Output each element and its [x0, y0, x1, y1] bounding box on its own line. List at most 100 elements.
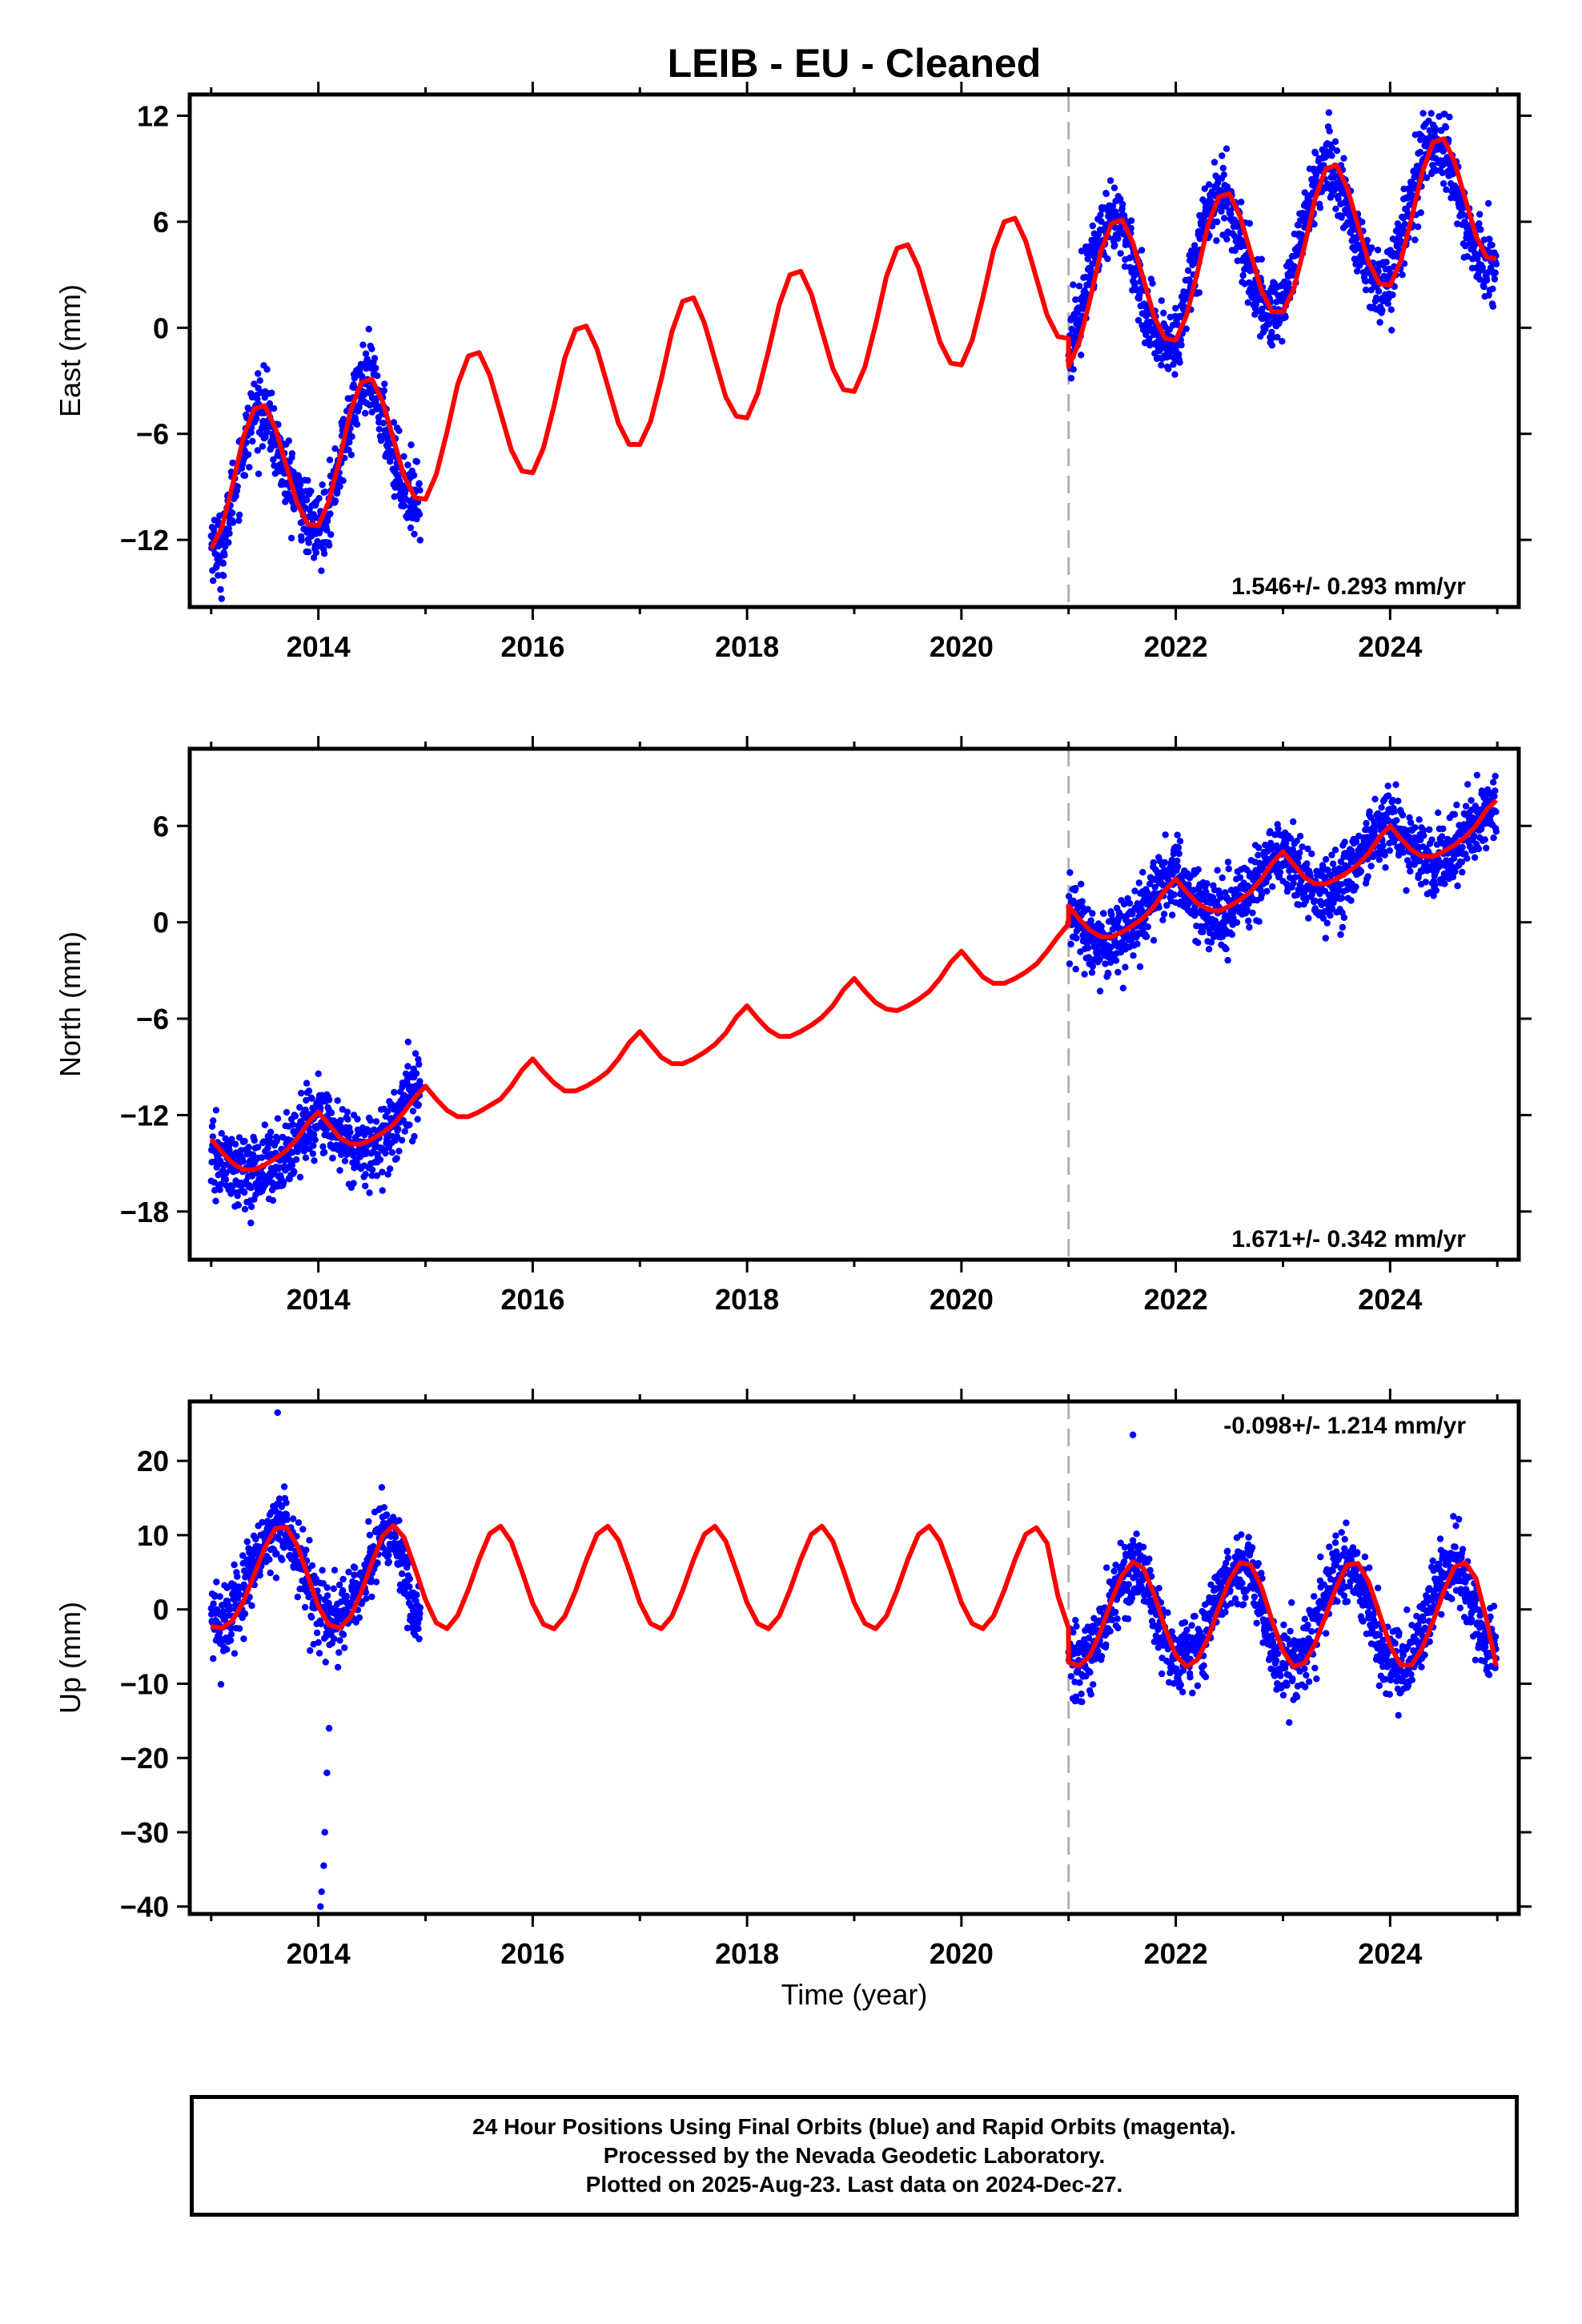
observation-point: [1109, 203, 1117, 210]
observation-point: [235, 517, 243, 525]
observation-point: [216, 1629, 223, 1636]
observation-point: [219, 560, 227, 567]
observation-point: [244, 451, 252, 458]
observation-point: [296, 1173, 304, 1181]
observation-point: [383, 1511, 391, 1518]
observation-point: [1416, 858, 1423, 865]
observation-point: [1066, 869, 1074, 876]
observation-point: [1303, 860, 1311, 867]
observation-point: [362, 350, 370, 357]
observation-point: [1417, 209, 1424, 216]
observation-point: [273, 1550, 280, 1558]
observation-point: [400, 502, 408, 509]
observation-point: [1114, 1615, 1121, 1622]
observation-point: [1224, 199, 1231, 207]
observation-point: [1484, 199, 1492, 207]
observation-point: [365, 1518, 372, 1526]
observation-point: [1114, 968, 1122, 976]
observation-point: [1178, 341, 1185, 349]
observation-point: [1174, 831, 1181, 838]
panel-up: 2014 2016 2018 2020 2022 202420100−10−20−30−4…: [54, 1389, 1532, 1970]
observation-point: [218, 1130, 225, 1137]
observation-point: [1130, 952, 1137, 959]
x-tick-label: 2022: [1144, 630, 1208, 663]
observation-point: [1362, 286, 1370, 294]
observation-point: [301, 1603, 309, 1611]
observation-point: [279, 1556, 286, 1564]
observation-point: [311, 1157, 318, 1164]
observation-point: [1267, 828, 1274, 835]
observation-point: [1098, 1653, 1106, 1660]
observation-point: [1174, 844, 1182, 851]
observation-point: [288, 450, 296, 457]
observation-point: [310, 511, 317, 518]
observation-point: [1203, 888, 1210, 896]
observation-point: [1255, 918, 1263, 925]
observation-point: [1236, 874, 1244, 881]
observation-point: [341, 454, 348, 462]
observation-point: [212, 1107, 220, 1114]
observation-point: [312, 549, 320, 557]
observation-point: [1449, 873, 1457, 881]
observation-point: [243, 1538, 251, 1546]
observation-point: [1265, 320, 1273, 328]
observation-point: [414, 1116, 421, 1123]
observation-point: [312, 1575, 320, 1583]
observation-point: [1269, 883, 1276, 891]
observation-point: [331, 1635, 338, 1642]
observation-point: [379, 420, 387, 427]
observation-point: [398, 1136, 406, 1144]
observation-point: [1441, 111, 1448, 118]
observation-point: [415, 1055, 422, 1063]
observation-point: [416, 537, 424, 544]
observation-point: [1094, 1647, 1102, 1655]
observation-point: [229, 1182, 237, 1189]
observation-point: [346, 439, 353, 446]
observation-point: [1249, 909, 1256, 917]
observation-point: [1067, 375, 1075, 382]
observation-point: [213, 561, 221, 569]
observation-point: [1209, 894, 1217, 901]
observation-point: [219, 1607, 227, 1615]
observation-point: [1301, 189, 1309, 196]
observation-point: [1227, 211, 1235, 218]
observation-point: [1438, 833, 1446, 840]
observation-point: [1397, 238, 1405, 245]
observation-point: [269, 1196, 277, 1204]
observation-point: [1302, 897, 1310, 905]
observation-point: [341, 1644, 348, 1651]
observation-point: [317, 1104, 324, 1112]
observation-point: [1446, 113, 1453, 121]
observation-point: [223, 1646, 231, 1653]
observation-point: [386, 458, 394, 465]
observation-point: [1385, 818, 1393, 825]
observation-point: [1347, 897, 1355, 904]
observation-point: [1223, 945, 1230, 953]
observation-point: [1431, 882, 1439, 889]
observation-point: [415, 1101, 422, 1108]
observation-point: [1221, 215, 1228, 222]
observation-point: [1425, 117, 1432, 125]
observation-point: [1389, 797, 1396, 804]
observation-point: [339, 1586, 347, 1594]
observation-point: [1339, 923, 1347, 931]
observation-point: [353, 420, 361, 428]
observation-point: [343, 1108, 351, 1116]
observation-point: [1274, 333, 1281, 341]
observation-point: [1379, 307, 1386, 314]
observation-point: [1391, 808, 1399, 815]
observation-point: [1290, 879, 1297, 887]
observation-point: [1089, 910, 1096, 917]
observation-point: [261, 394, 268, 401]
observation-point: [322, 1659, 329, 1666]
observation-point: [1126, 899, 1134, 907]
observation-point: [331, 1566, 339, 1574]
observation-point: [1296, 849, 1303, 857]
y-tick-label: 0: [153, 907, 169, 939]
observation-point: [216, 1593, 223, 1600]
observation-point: [351, 384, 358, 392]
observation-point: [1382, 864, 1389, 871]
observation-point: [331, 497, 339, 505]
observation-point: [393, 1155, 400, 1162]
observation-point: [1076, 1679, 1083, 1687]
